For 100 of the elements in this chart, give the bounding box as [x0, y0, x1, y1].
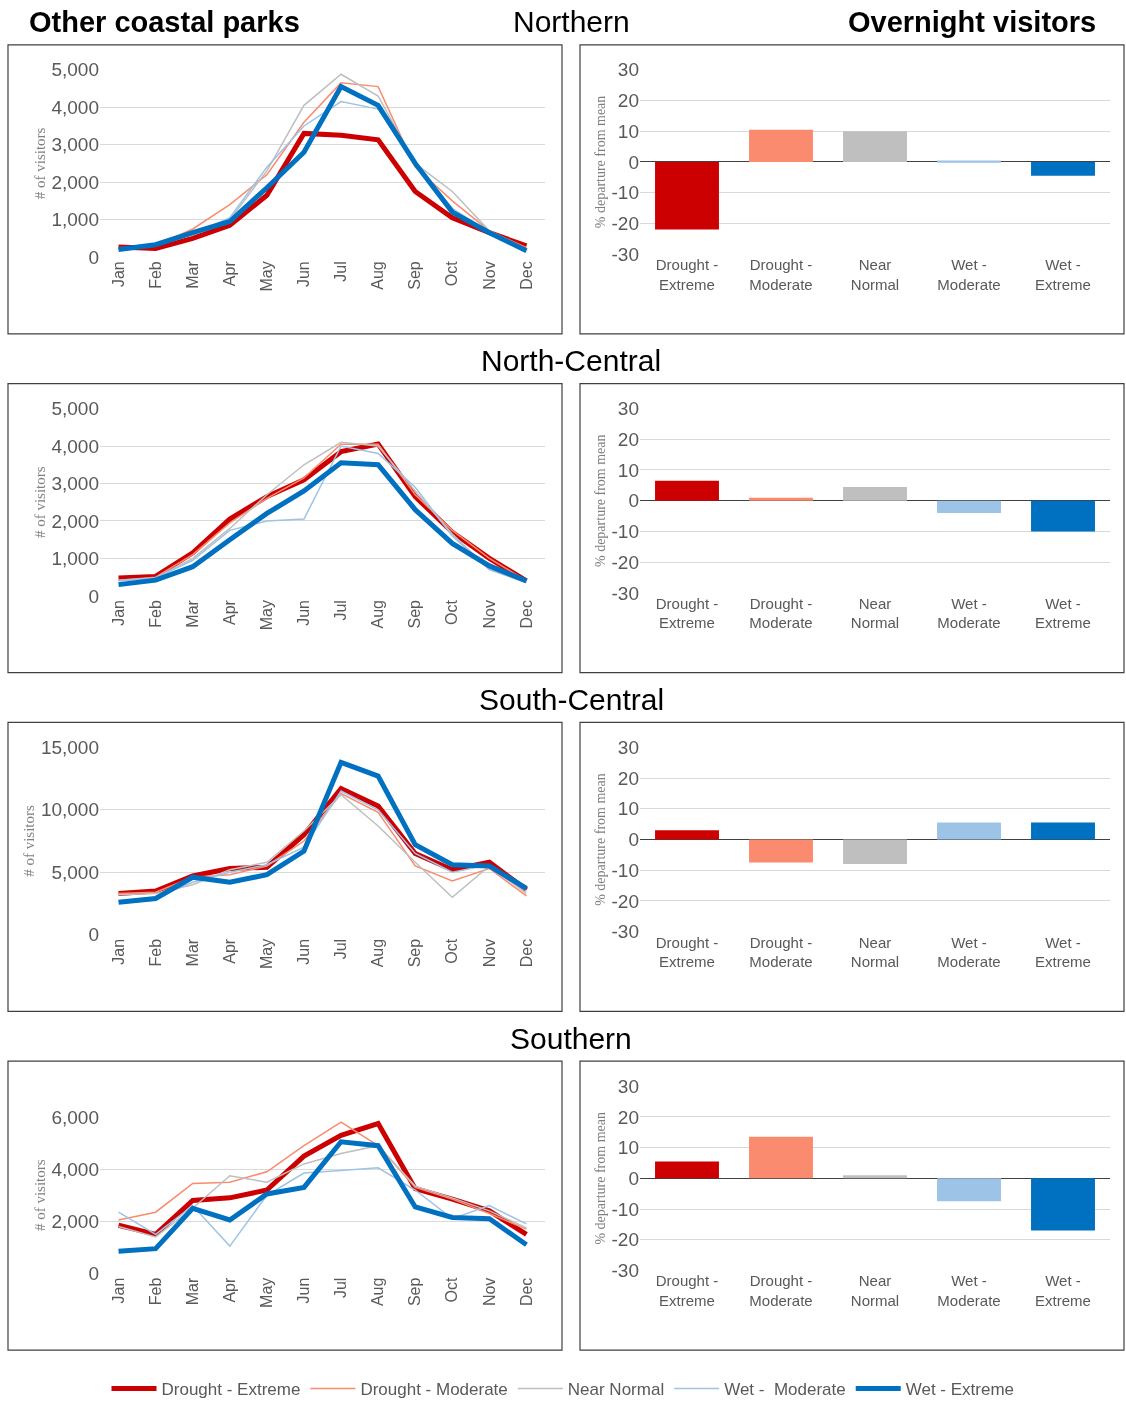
x-tick-label: Wet - Extreme	[1035, 256, 1091, 293]
x-tick-label: Wet - Moderate	[937, 1272, 1001, 1309]
chart-title: North-Central	[481, 344, 662, 377]
x-tick-label: Wet - Moderate	[937, 933, 1001, 971]
x-tick-label: Feb	[146, 261, 164, 289]
bar	[1031, 822, 1095, 840]
x-tick-label: Aug	[369, 600, 387, 629]
chart-title: Northern	[513, 5, 630, 38]
x-tick-label: Feb	[146, 599, 164, 628]
bar	[843, 131, 907, 162]
x-tick-label: Wet - Extreme	[1035, 1272, 1091, 1309]
x-tick-label: Apr	[220, 260, 238, 287]
x-tick-label: Dec	[517, 261, 535, 290]
x-tick-label: Near Normal	[850, 1272, 900, 1309]
y-tick-label: -20	[611, 1229, 639, 1251]
y-tick-label: 10	[617, 459, 639, 481]
y-tick-label: 2,000	[51, 1210, 99, 1232]
x-tick-label: Sep	[406, 1277, 424, 1307]
y-axis-title: % departure from mean	[593, 434, 609, 567]
y-axis-title: # of visitors	[31, 1159, 48, 1232]
y-tick-label: 0	[88, 585, 99, 607]
y-axis-title: # of visitors	[21, 805, 38, 877]
x-tick-label: Jan	[109, 938, 127, 965]
x-tick-label: Sep	[406, 599, 424, 629]
y-tick-label: 5,000	[51, 398, 99, 420]
x-tick-label: Drought - Moderate	[749, 933, 813, 971]
x-tick-label: Nov	[480, 1277, 498, 1307]
x-tick-label: Aug	[369, 1277, 387, 1307]
x-tick-label: Jun	[295, 600, 313, 626]
x-tick-label: Wet - Extreme	[1035, 933, 1091, 971]
bar	[843, 1175, 907, 1179]
y-axis-title: % departure from mean	[593, 1112, 609, 1245]
y-axis-title: % departure from mean	[593, 95, 609, 229]
bar	[843, 839, 907, 865]
x-tick-label: Drought - Moderate	[749, 256, 813, 293]
y-tick-label: 0	[628, 151, 639, 173]
y-tick-label: 1,000	[51, 209, 99, 231]
x-tick-label: Mar	[183, 938, 201, 967]
y-tick-label: 20	[617, 767, 639, 789]
x-tick-label: Aug	[369, 261, 387, 290]
y-tick-label: 4,000	[51, 96, 99, 118]
x-tick-label: Nov	[480, 600, 498, 629]
y-tick-label: 10	[617, 798, 639, 820]
x-tick-label: Jul	[332, 938, 350, 960]
bar	[937, 500, 1001, 513]
x-tick-label: Oct	[443, 1277, 461, 1303]
x-tick-label: May	[258, 600, 276, 631]
x-tick-label: Nov	[480, 261, 498, 290]
x-tick-label: Drought - Moderate	[749, 594, 813, 632]
y-tick-label: -30	[611, 1260, 639, 1282]
x-tick-label: Mar	[183, 260, 201, 289]
y-tick-label: -30	[611, 243, 639, 265]
y-tick-label: 0	[88, 246, 99, 268]
x-tick-label: Dec	[517, 600, 535, 629]
legend-label: Wet - Extreme	[905, 1380, 1015, 1400]
chart-title: South-Central	[479, 683, 665, 716]
x-tick-label: Apr	[220, 938, 238, 964]
y-tick-label: 20	[617, 428, 639, 450]
bar	[937, 160, 1001, 163]
x-tick-label: Jul	[332, 1277, 350, 1299]
y-tick-label: 4,000	[51, 1158, 99, 1180]
x-tick-label: Jun	[295, 261, 313, 288]
x-tick-label: Oct	[443, 599, 461, 625]
line-series	[117, 1144, 528, 1238]
x-tick-label: Jan	[109, 600, 127, 626]
bar	[749, 497, 813, 501]
y-tick-label: 3,000	[51, 473, 99, 495]
bar	[843, 486, 907, 501]
x-tick-label: Sep	[406, 938, 424, 968]
y-tick-label: 0	[628, 490, 639, 512]
y-tick-label: -10	[611, 1198, 639, 1220]
y-tick-label: 10	[617, 1137, 639, 1159]
y-tick-label: 2,000	[51, 510, 99, 532]
x-tick-label: Feb	[146, 1277, 164, 1306]
y-tick-label: 1,000	[51, 548, 99, 570]
y-tick-label: -10	[611, 182, 639, 204]
x-tick-label: Nov	[480, 938, 498, 968]
y-tick-label: -10	[611, 521, 639, 543]
chart-title: Southern	[510, 1022, 632, 1055]
x-tick-label: Drought - Moderate	[749, 1272, 813, 1309]
y-tick-label: 3,000	[51, 134, 99, 156]
x-tick-label: Oct	[443, 260, 461, 287]
y-tick-label: 15,000	[40, 736, 99, 758]
y-tick-label: 2,000	[51, 171, 99, 193]
y-tick-label: 5,000	[51, 861, 99, 883]
x-tick-label: Dec	[517, 938, 535, 968]
line-series	[117, 1167, 528, 1247]
x-tick-label: Mar	[183, 599, 201, 628]
y-tick-label: -10	[611, 859, 639, 881]
y-tick-label: 0	[628, 1167, 639, 1189]
y-tick-label: 30	[617, 1075, 639, 1097]
x-tick-label: Mar	[183, 1276, 201, 1306]
x-tick-label: Wet - Moderate	[937, 256, 1001, 293]
y-axis-title: # of visitors	[31, 127, 48, 200]
y-tick-label: 20	[617, 90, 639, 112]
legend-label: Drought - Moderate	[360, 1380, 508, 1400]
bar	[655, 1161, 719, 1179]
x-tick-label: Wet - Extreme	[1035, 594, 1091, 632]
bar	[749, 1136, 813, 1179]
y-tick-label: 20	[617, 1106, 639, 1128]
